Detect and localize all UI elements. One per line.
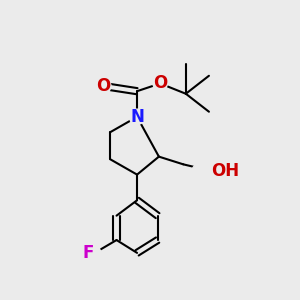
Text: O: O (153, 74, 167, 92)
Ellipse shape (88, 247, 101, 259)
Ellipse shape (97, 79, 111, 93)
Text: F: F (82, 244, 93, 262)
Text: OH: OH (212, 162, 240, 180)
Text: N: N (130, 108, 144, 126)
Ellipse shape (129, 109, 145, 124)
Text: O: O (97, 77, 111, 95)
Ellipse shape (153, 76, 167, 91)
Ellipse shape (192, 160, 229, 181)
